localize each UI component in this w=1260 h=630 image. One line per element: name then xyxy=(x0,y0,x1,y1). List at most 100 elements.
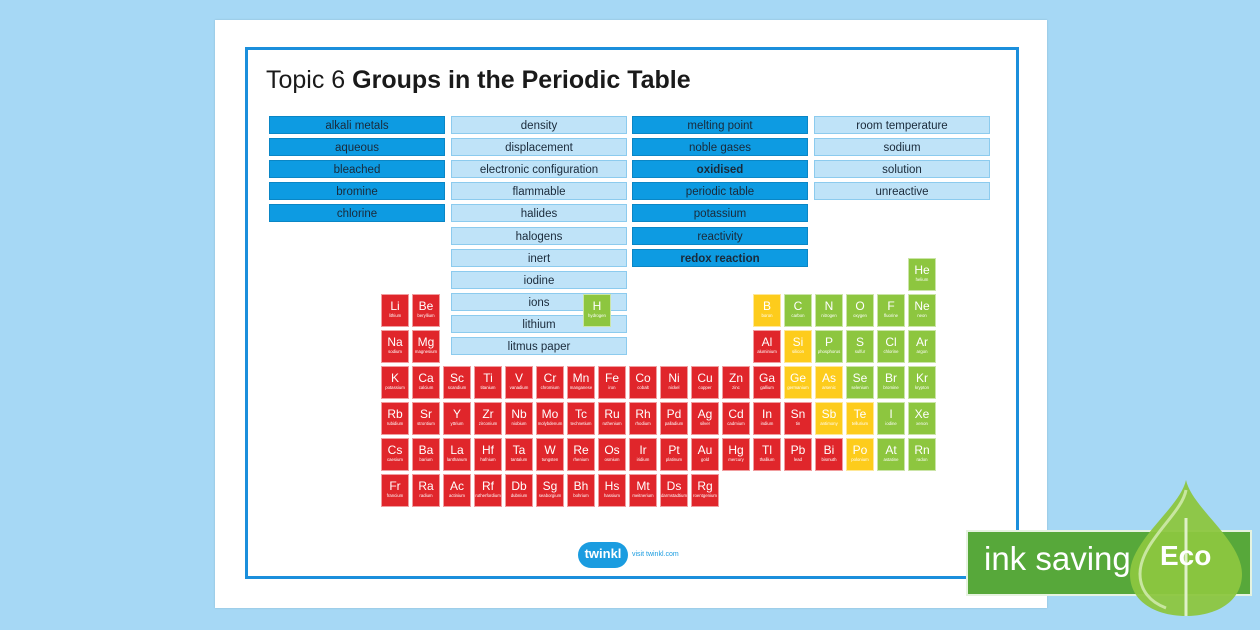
element-name: helium xyxy=(915,277,929,282)
element-symbol: Sg xyxy=(542,479,558,493)
element-name: nitrogen xyxy=(821,313,837,318)
element-name: potassium xyxy=(385,385,405,390)
element-name: dubnium xyxy=(510,493,528,498)
element-symbol: Rh xyxy=(635,407,651,421)
element-name: antimony xyxy=(820,421,838,426)
element-tile: As arsenic xyxy=(815,366,843,399)
element-name: oxygen xyxy=(853,313,867,318)
element-symbol: Ar xyxy=(916,335,928,349)
element-symbol: Tl xyxy=(762,443,772,457)
element-name: beryllium xyxy=(417,313,435,318)
element-name: germanium xyxy=(787,385,809,390)
title-topic: Topic 6 xyxy=(266,66,346,94)
element-tile: Pb lead xyxy=(784,438,812,471)
element-symbol: B xyxy=(762,299,771,313)
element-symbol: Sb xyxy=(821,407,837,421)
element-symbol: Ne xyxy=(914,299,930,313)
element-symbol: Mn xyxy=(572,371,590,385)
element-tile: Bi bismuth xyxy=(815,438,843,471)
element-name: chromium xyxy=(540,385,560,390)
element-tile: Cl chlorine xyxy=(877,330,905,363)
element-name: vanadium xyxy=(509,385,529,390)
element-symbol: Ru xyxy=(604,407,620,421)
element-tile: Cd cadmium xyxy=(722,402,750,435)
element-symbol: Ds xyxy=(666,479,682,493)
element-name: cadmium xyxy=(727,421,745,426)
element-tile: Ru ruthenium xyxy=(598,402,626,435)
keyword-box: halogens xyxy=(451,227,627,245)
element-tile: Re rhenium xyxy=(567,438,595,471)
element-tile: Au gold xyxy=(691,438,719,471)
element-tile: Co cobalt xyxy=(629,366,657,399)
element-symbol: Se xyxy=(852,371,868,385)
element-name: barium xyxy=(419,457,433,462)
element-tile: Sr strontium xyxy=(412,402,440,435)
element-symbol: Te xyxy=(853,407,867,421)
element-symbol: Li xyxy=(390,299,400,313)
keyword-box: flammable xyxy=(451,182,627,200)
element-symbol: Si xyxy=(792,335,804,349)
element-symbol: Ca xyxy=(418,371,434,385)
element-symbol: Be xyxy=(418,299,434,313)
element-name: boron xyxy=(761,313,773,318)
element-tile: Ds darmstadtium xyxy=(660,474,688,507)
element-tile: Be beryllium xyxy=(412,294,440,327)
element-symbol: P xyxy=(824,335,833,349)
element-symbol: Xe xyxy=(914,407,930,421)
element-tile: Ne neon xyxy=(908,294,936,327)
element-tile: Ni nickel xyxy=(660,366,688,399)
element-symbol: Fr xyxy=(389,479,401,493)
element-symbol: Co xyxy=(635,371,651,385)
element-symbol: Br xyxy=(885,371,897,385)
element-tile: Mt meitnerium xyxy=(629,474,657,507)
element-tile: Br bromine xyxy=(877,366,905,399)
element-tile: Zn zinc xyxy=(722,366,750,399)
element-name: hafnium xyxy=(480,457,496,462)
element-symbol: Os xyxy=(604,443,620,457)
element-symbol: Mg xyxy=(417,335,435,349)
element-symbol: Zr xyxy=(482,407,494,421)
element-symbol: K xyxy=(390,371,399,385)
keyword-box: alkali metals xyxy=(269,116,445,134)
element-name: nickel xyxy=(668,385,680,390)
element-symbol: Sr xyxy=(420,407,432,421)
eco-label: Eco xyxy=(1160,540,1212,571)
keyword-box: bleached xyxy=(269,160,445,178)
element-name: fluorine xyxy=(883,313,899,318)
element-tile: La lanthanum xyxy=(443,438,471,471)
keyword-box: iodine xyxy=(451,271,627,289)
element-tile: Mo molybdenum xyxy=(536,402,564,435)
element-tile: Pt platinum xyxy=(660,438,688,471)
keyword-box: noble gases xyxy=(632,138,808,156)
element-tile: Zr zirconium xyxy=(474,402,502,435)
element-symbol: Fe xyxy=(604,371,619,385)
element-tile: Si silicon xyxy=(784,330,812,363)
keyword-box: redox reaction xyxy=(632,249,808,267)
element-name: xenon xyxy=(916,421,928,426)
element-name: francium xyxy=(386,493,404,498)
element-name: actinium xyxy=(448,493,465,498)
worksheet-border xyxy=(245,47,1019,579)
element-tile: Pd palladium xyxy=(660,402,688,435)
element-tile: Hg mercury xyxy=(722,438,750,471)
element-name: thallium xyxy=(759,457,775,462)
element-name: bromine xyxy=(883,385,899,390)
element-name: caesium xyxy=(386,457,403,462)
element-name: platinum xyxy=(665,457,683,462)
element-tile: Os osmium xyxy=(598,438,626,471)
page-title: Topic 6 Groups in the Periodic Table xyxy=(266,66,691,95)
element-name: rubidium xyxy=(386,421,404,426)
element-tile: In indium xyxy=(753,402,781,435)
element-tile: Rb rubidium xyxy=(381,402,409,435)
element-name: selenium xyxy=(851,385,869,390)
element-symbol: Rn xyxy=(914,443,930,457)
visit-link[interactable]: visit twinkl.com xyxy=(632,551,679,558)
element-name: technetium xyxy=(570,421,592,426)
element-symbol: S xyxy=(855,335,864,349)
